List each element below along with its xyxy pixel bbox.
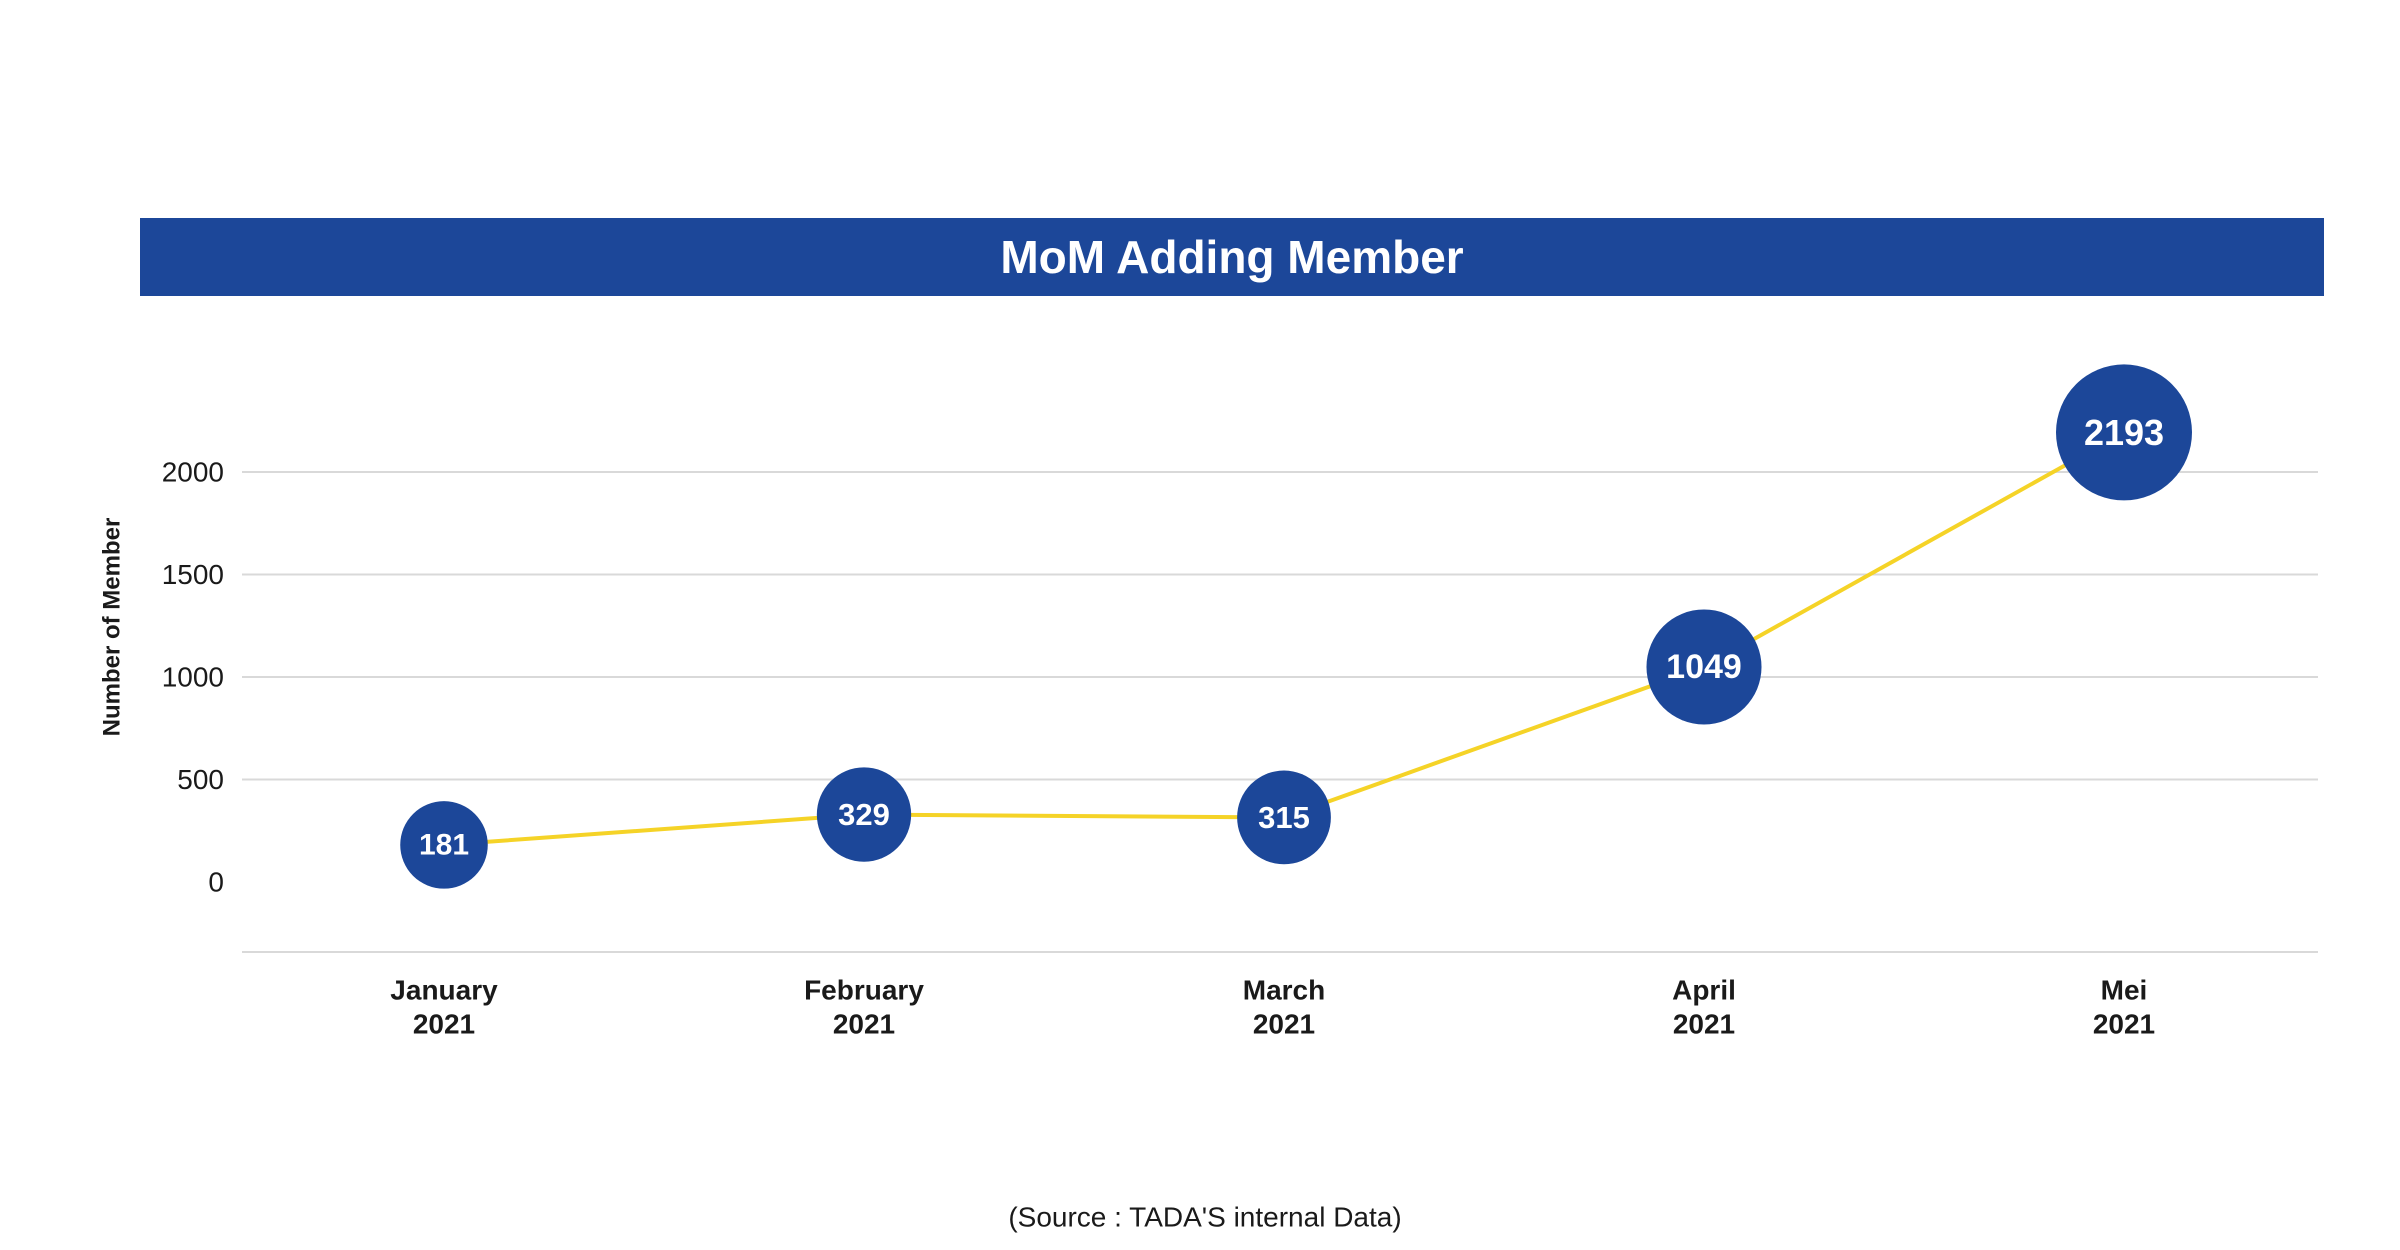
data-point: 1049 (1646, 609, 1762, 725)
x-tick-year: 2021 (1253, 1009, 1315, 1040)
gridlines (242, 471, 2318, 953)
x-tick-month: February (804, 975, 924, 1006)
point-marker (1646, 609, 1762, 725)
y-tick-label: 1000 (162, 662, 224, 693)
chart-title: MoM Adding Member (1000, 231, 1463, 283)
x-tick-year: 2021 (413, 1009, 475, 1040)
data-label: 181 (419, 828, 469, 861)
y-tick-label: 0 (208, 867, 224, 898)
point-marker (816, 767, 912, 862)
point-marker (1237, 770, 1331, 865)
y-tick-label: 2000 (162, 457, 224, 488)
data-point: 181 (400, 801, 488, 889)
x-axis-ticks: January2021February2021March2021April202… (390, 975, 2155, 1040)
data-points: 181 329 315 1049 2193 (400, 364, 2192, 889)
point-marker (2056, 364, 2192, 501)
chart-title-bar (140, 218, 2324, 296)
y-tick-label: 500 (177, 764, 224, 795)
data-label: 315 (1258, 800, 1310, 835)
y-axis-ticks: 0 500 1000 1500 2000 (162, 457, 224, 898)
x-tick-month: Mei (2101, 975, 2148, 1006)
x-tick-month: March (1243, 975, 1325, 1006)
data-point: 315 (1237, 770, 1331, 865)
data-label: 329 (838, 797, 890, 832)
y-axis-label: Number of Member (99, 518, 126, 737)
x-tick-month: January (390, 975, 498, 1006)
x-tick-year: 2021 (2093, 1009, 2155, 1040)
source-note: (Source : TADA'S internal Data) (1008, 1202, 1401, 1233)
x-tick-year: 2021 (1673, 1009, 1735, 1040)
data-label: 1049 (1666, 648, 1742, 686)
y-tick-label: 1500 (162, 559, 224, 590)
x-tick-year: 2021 (833, 1009, 895, 1040)
x-tick-month: April (1672, 975, 1736, 1006)
data-point: 2193 (2056, 364, 2192, 501)
point-marker (400, 801, 488, 889)
data-point: 329 (816, 767, 912, 862)
data-label: 2193 (2084, 412, 2164, 453)
